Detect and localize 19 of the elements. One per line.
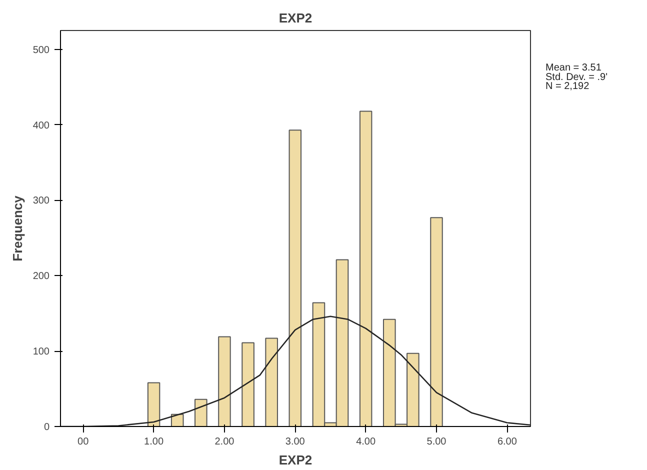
x-tick-label: 6.00 xyxy=(497,436,518,448)
x-tick-label: 1.00 xyxy=(144,436,164,448)
y-tick-label: 200 xyxy=(32,271,50,282)
x-tick-label: 00 xyxy=(78,436,90,448)
text: Mean = 3.51 xyxy=(546,62,602,74)
x-tick-label: 4.00 xyxy=(356,436,376,448)
x-tick-label: 5.00 xyxy=(426,436,447,448)
x-axis-title: EXP2 xyxy=(278,452,312,468)
text: Std. Dev. = .9' xyxy=(546,72,608,83)
text: N = 2,192 xyxy=(546,81,590,92)
y-tick-label: 0 xyxy=(44,422,50,433)
y-tick-label: 300 xyxy=(32,196,50,207)
chart-title: EXP2 xyxy=(278,10,312,26)
y-tick-label: 100 xyxy=(32,346,50,358)
y-tick-label: 500 xyxy=(32,44,50,56)
y-tick-label: 400 xyxy=(32,120,50,132)
x-tick-label: 3.00 xyxy=(285,436,306,448)
x-tick-label: 2.00 xyxy=(214,436,235,448)
y-axis-title: Frequency xyxy=(10,194,25,262)
